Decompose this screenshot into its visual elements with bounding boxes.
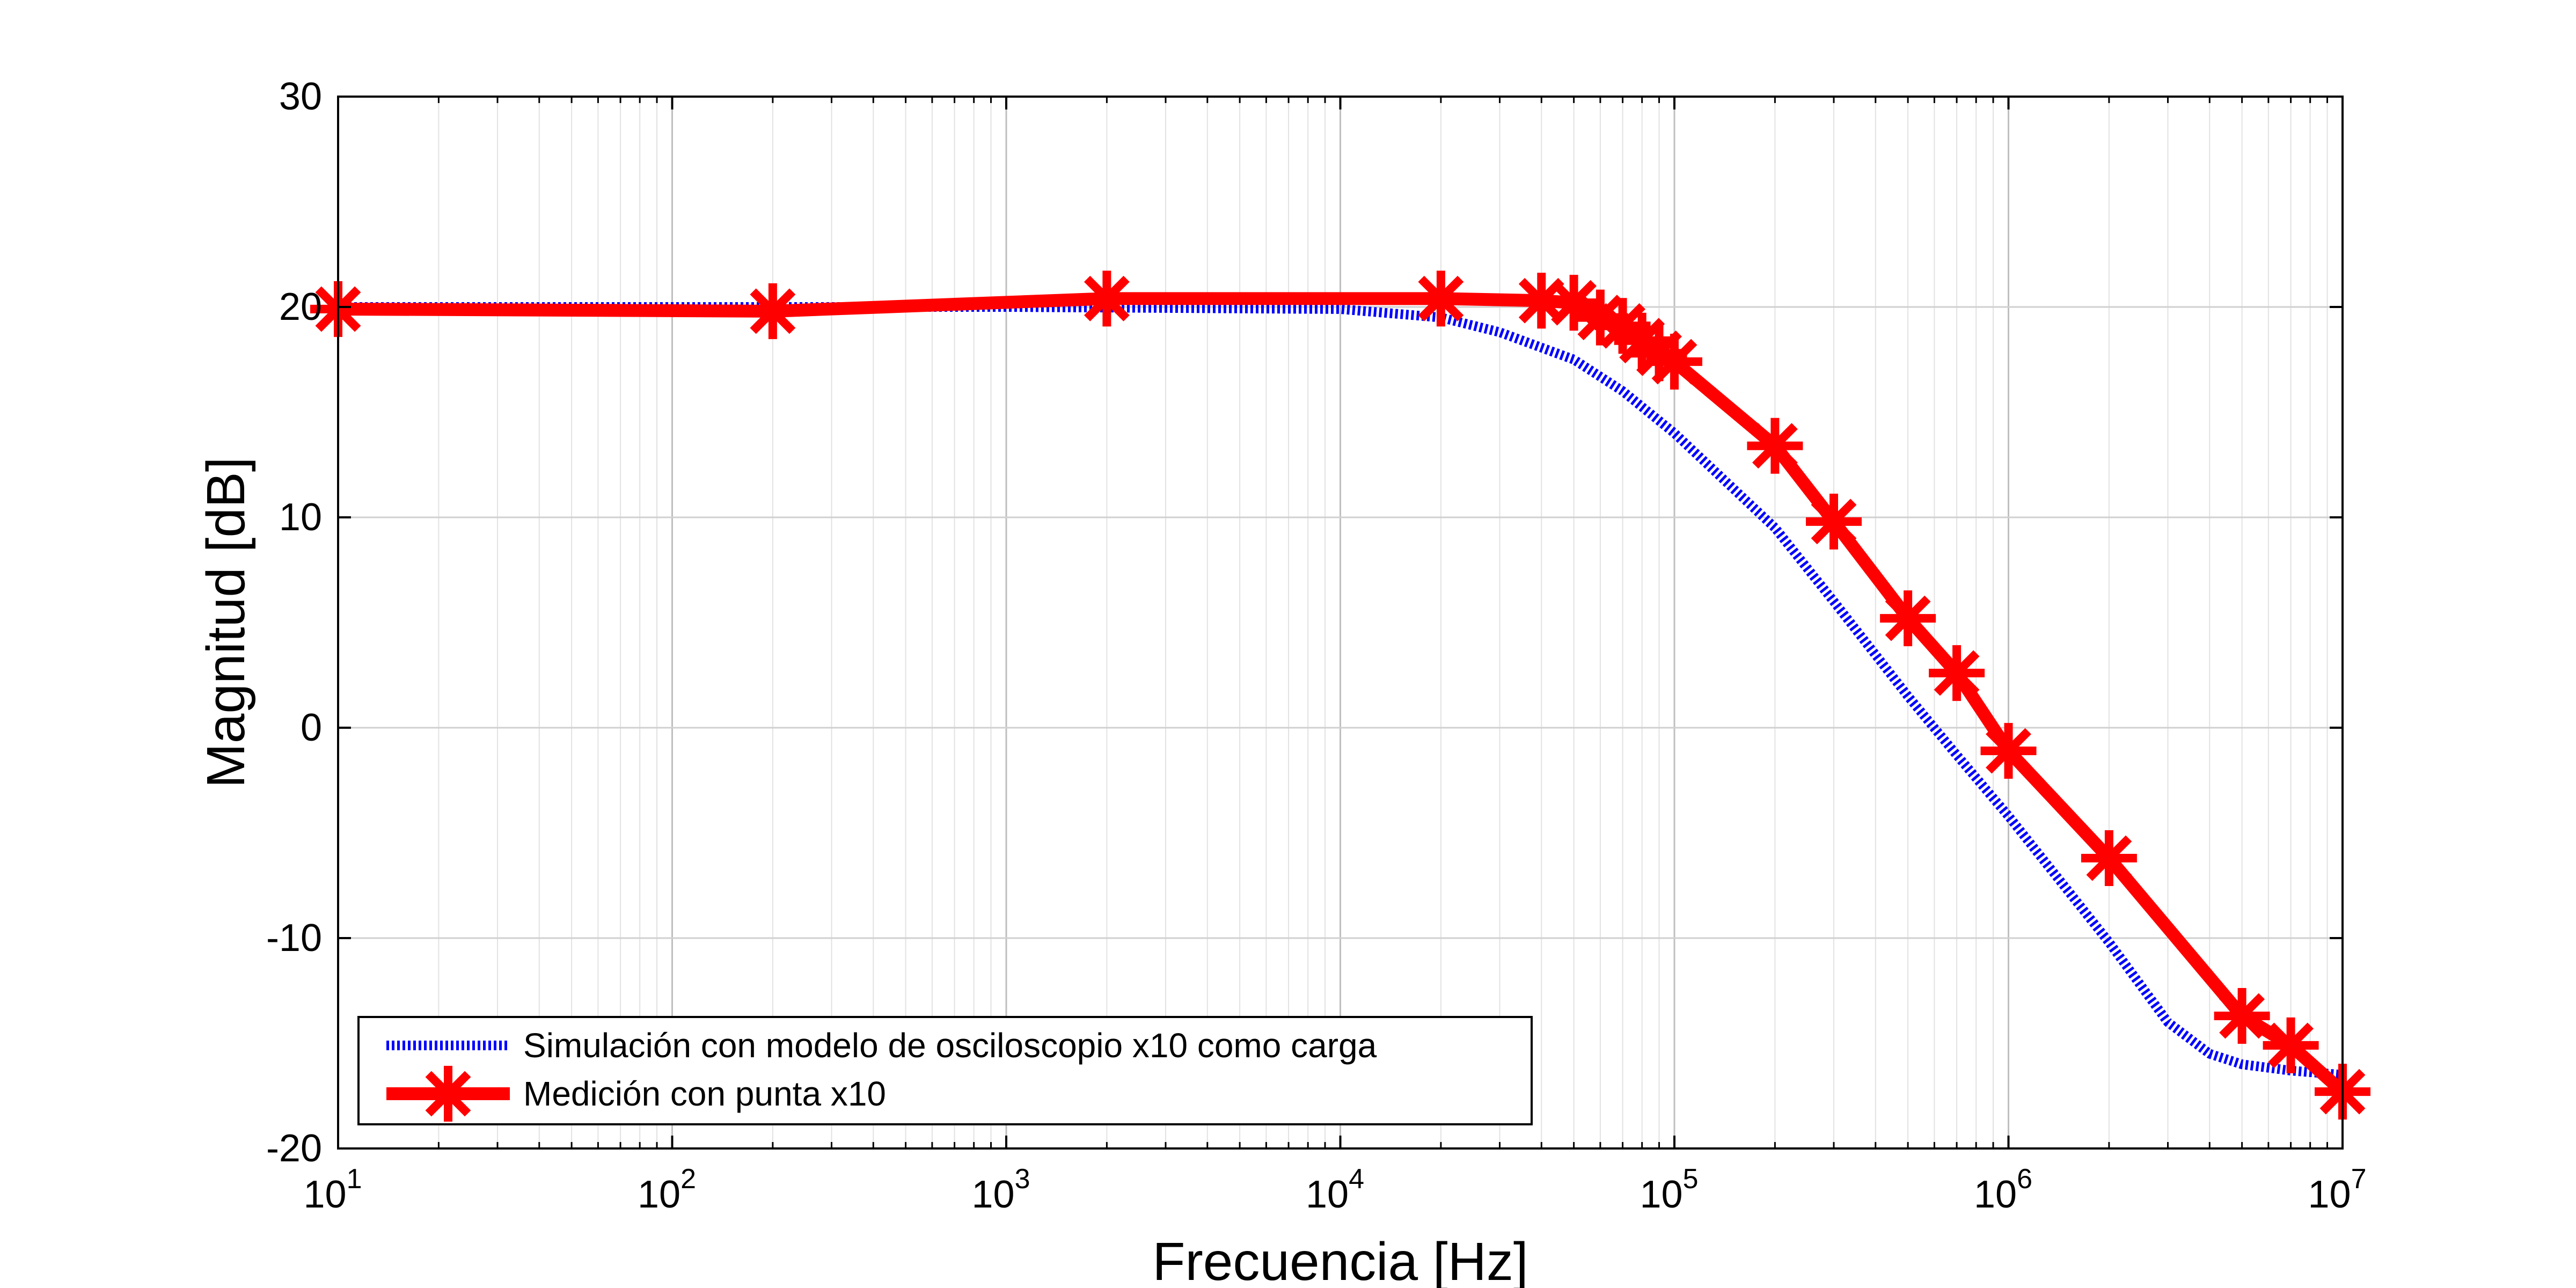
y-tick-label: -10 [266, 917, 322, 960]
marker-stroke [1811, 499, 1857, 545]
x-tick-base: 10 [1974, 1173, 2017, 1216]
marker-stroke [1084, 275, 1130, 321]
x-tick-exponent: 3 [1015, 1163, 1030, 1195]
marker-stroke [1651, 339, 1697, 385]
marker-stroke [1986, 728, 2031, 774]
x-tick-base: 10 [2308, 1173, 2351, 1216]
x-tick-exponent: 1 [347, 1163, 362, 1195]
x-tick-exponent: 7 [2351, 1163, 2367, 1195]
series-medicion-point [1646, 333, 1702, 390]
series-layer [310, 270, 2370, 1120]
x-tick-label: 101 [303, 1163, 362, 1216]
x-tick-base: 10 [971, 1173, 1014, 1216]
marker-stroke [1885, 595, 1931, 641]
x-tick-label: 103 [971, 1163, 1030, 1216]
series-medicion-point [1747, 418, 1803, 474]
legend-label-medicion: Medición con punta x10 [523, 1074, 886, 1113]
x-tick-exponent: 6 [2017, 1163, 2032, 1195]
y-tick-label: 20 [279, 286, 322, 328]
x-tick-exponent: 5 [1683, 1163, 1699, 1195]
x-tick-exponent: 2 [680, 1163, 696, 1195]
x-tick-base: 10 [1306, 1173, 1349, 1216]
series-medicion-point [1980, 723, 2037, 779]
marker-stroke [1752, 423, 1798, 469]
series-medicion-point [744, 283, 801, 339]
marker-stroke [2268, 1022, 2314, 1069]
y-tick-label: 0 [301, 706, 322, 749]
series-medicion-point [2263, 1017, 2319, 1073]
legend-label-simulacion: Simulación con modelo de osciloscopio x1… [523, 1026, 1377, 1065]
ticks [337, 96, 2344, 1150]
marker-stroke [425, 1071, 471, 1117]
series-medicion-point [1880, 590, 1936, 647]
legend-box [357, 1016, 1533, 1125]
x-tick-label: 105 [1640, 1163, 1698, 1216]
x-axis-label: Frecuencia [Hz] [1152, 1232, 1528, 1288]
grid [337, 96, 2343, 1150]
marker-stroke [750, 288, 796, 334]
series-medicion-point [2081, 830, 2137, 887]
x-tick-label: 107 [2308, 1163, 2366, 1216]
y-tick-label: 30 [279, 75, 322, 118]
legend: Simulación con modelo de osciloscopio x1… [357, 1016, 1533, 1125]
x-tick-exponent: 4 [1349, 1163, 1364, 1195]
series-medicion-point [2214, 988, 2270, 1044]
x-tick-base: 10 [303, 1173, 346, 1216]
x-tick-base: 10 [1640, 1173, 1682, 1216]
x-tick-label: 104 [1306, 1163, 1364, 1216]
legend-marker-medicion [420, 1066, 476, 1122]
legend-marker-asterisk [420, 1066, 476, 1122]
series-medicion-point [1929, 645, 1985, 701]
x-tick-label: 106 [1974, 1163, 2032, 1216]
x-tick-base: 10 [638, 1173, 680, 1216]
y-tick-label: 10 [279, 496, 322, 539]
marker-stroke [1551, 280, 1597, 326]
series-medicion-point [1413, 270, 1469, 327]
series-medicion-point [1806, 493, 1862, 550]
series-simulacion-line [338, 302, 2343, 1080]
marker-stroke [2219, 993, 2265, 1039]
marker-stroke [1934, 650, 1980, 696]
marker-stroke [1418, 275, 1464, 321]
marker-stroke [2086, 835, 2132, 881]
marker-stroke [1577, 295, 1623, 341]
y-axis-label: Magnitud [dB] [196, 457, 256, 788]
x-tick-label: 102 [638, 1163, 696, 1216]
series-medicion-point [1079, 270, 1135, 327]
y-tick-label: -20 [266, 1127, 322, 1170]
